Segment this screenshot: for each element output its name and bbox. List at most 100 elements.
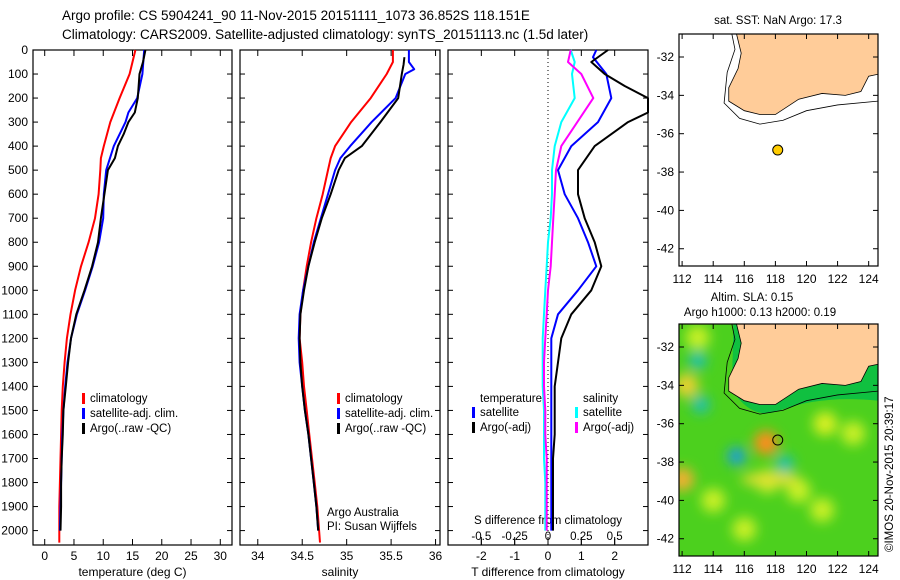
difference-line-2 [541, 49, 576, 531]
salinity-panel: 34 34.5 35 35.5 36 salinity climatology satelli… [239, 49, 443, 579]
legend-header: salinity [583, 393, 618, 405]
y-tick-label: 900 [8, 259, 28, 273]
lon-tick-label: 112 [673, 272, 692, 286]
salinity-line-2 [298, 57, 406, 531]
difference-line-0 [550, 49, 613, 531]
sla-feature-low [691, 395, 710, 414]
legend-label: Argo(-adj) [480, 422, 531, 434]
plot-frame [239, 49, 441, 546]
y-tick-label: 1700 [1, 451, 28, 465]
map-frame [678, 323, 879, 557]
s-axis-label: S difference from climatology [474, 515, 622, 527]
legend-header: temperature [480, 393, 542, 405]
y-tick-label: 700 [8, 211, 28, 225]
sst-map-panel: 112 114 116 118 120 122 124 -32 -34 -36 -38 -40 -42 s… [657, 15, 879, 286]
sla-map-panel: 112 114 116 118 120 122 124 -32 -34 -36 -38 -40 -42 A… [657, 292, 879, 576]
lon-tick-label: 122 [828, 562, 848, 576]
lat-tick-label: -34 [657, 378, 675, 392]
x-tick-label: 15 [126, 549, 140, 563]
sla-blob [810, 497, 835, 522]
y-tick-label: 1900 [1, 500, 28, 514]
y-tick-label: 2000 [1, 524, 28, 538]
lat-tick-label: -42 [657, 532, 675, 546]
isobath-contour [723, 34, 878, 125]
x-axis-label: temperature (deg C) [78, 565, 186, 579]
x-tick-label: 34.5 [291, 549, 315, 563]
y-tick-label: 400 [8, 139, 28, 153]
x-tick-label: -1 [509, 549, 520, 563]
x-tick-label: 36 [429, 549, 443, 563]
figure-title-line2: Climatology: CARS2009. Satellite-adjuste… [62, 27, 588, 42]
x-axis-label: salinity [322, 565, 359, 579]
lon-tick-label: 114 [704, 562, 723, 576]
lat-tick-label: -36 [657, 127, 675, 141]
lon-tick-label: 120 [796, 272, 816, 286]
lat-tick-label: -36 [657, 417, 675, 431]
legend-swatch [337, 423, 340, 434]
lon-tick-label: 122 [828, 272, 848, 286]
map-subtitle: Argo h1000: 0.13 h2000: 0.19 [684, 307, 836, 319]
legend-label: satellite-adj. clim. [345, 408, 433, 420]
map-content [723, 34, 878, 125]
sla-blob [786, 478, 811, 503]
s-tick-label: -0.25 [502, 531, 528, 543]
sla-blob [685, 325, 710, 350]
legend-label: climatology [345, 393, 403, 405]
sla-feature-low [727, 447, 746, 466]
x-tick-label: 20 [155, 549, 169, 563]
y-tick-label: 1300 [1, 355, 28, 369]
x-tick-label: 35 [340, 549, 354, 563]
legend-label: climatology [90, 393, 148, 405]
legend-swatch [82, 423, 85, 434]
lat-tick-label: -42 [657, 242, 675, 256]
legend-swatch [337, 408, 340, 419]
legend-swatch [472, 422, 475, 433]
legend-swatch [337, 393, 340, 404]
x-tick-label: 0 [41, 549, 48, 563]
x-tick-label: 25 [184, 549, 198, 563]
lat-tick-label: -38 [657, 455, 675, 469]
x-tick-label: -2 [476, 549, 487, 563]
difference-line-3 [543, 49, 595, 531]
legend-swatch [82, 408, 85, 419]
temperature-line-2 [59, 49, 147, 531]
sla-blob [841, 421, 866, 446]
map-frame [678, 33, 879, 267]
lon-tick-label: 120 [796, 562, 816, 576]
y-tick-label: 300 [8, 115, 28, 129]
lat-tick-label: -40 [657, 203, 675, 217]
figure-title-line1: Argo profile: CS 5904241_90 11-Nov-2015 … [62, 8, 530, 23]
lon-tick-label: 112 [673, 562, 692, 576]
x-tick-label: 35.5 [379, 549, 403, 563]
lon-tick-label: 114 [704, 272, 723, 286]
sla-feature-low [775, 454, 794, 473]
sla-feature-high [754, 430, 779, 455]
lat-tick-label: -34 [657, 88, 675, 102]
x-tick-label: 0 [545, 549, 552, 563]
lon-tick-label: 116 [735, 562, 754, 576]
lat-tick-label: -38 [657, 165, 675, 179]
y-tick-label: 1400 [1, 379, 28, 393]
x-tick-label: 5 [71, 549, 78, 563]
lat-tick-label: -32 [657, 340, 675, 354]
y-tick-label: 1100 [2, 307, 28, 321]
legend-label: satellite [480, 407, 519, 419]
lat-tick-label: -40 [657, 493, 675, 507]
legend-swatch [472, 407, 475, 418]
y-tick-label: 1600 [1, 427, 28, 441]
y-tick-label: 600 [8, 187, 28, 201]
lon-tick-label: 118 [766, 562, 785, 576]
x-tick-label: 1 [578, 549, 585, 563]
legend-swatch [575, 422, 578, 433]
x-tick-label: 30 [214, 549, 228, 563]
sla-feature-high [679, 373, 699, 398]
land-australia [728, 324, 878, 405]
plot-frame [32, 49, 233, 546]
y-tick-label: 1000 [1, 283, 28, 297]
annotation-line: PI: Susan Wijffels [327, 521, 417, 533]
temperature-panel: 0 5 10 15 20 25 300100200300400500600700800900… [1, 43, 233, 579]
lon-tick-label: 118 [766, 272, 785, 286]
land-australia [728, 34, 878, 115]
y-tick-label: 800 [8, 235, 28, 249]
